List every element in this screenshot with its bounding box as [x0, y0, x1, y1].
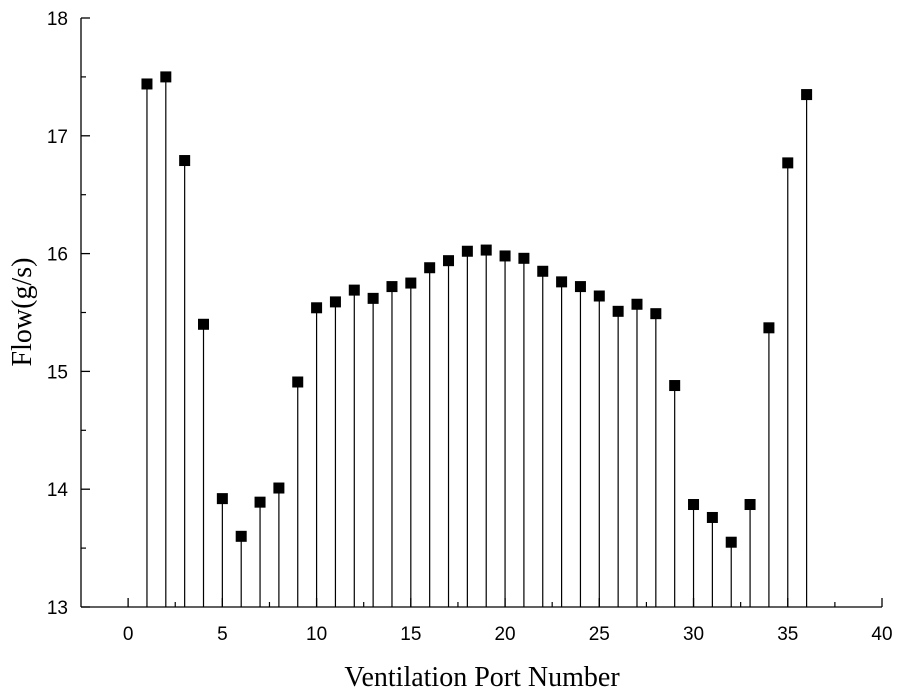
data-point: [198, 318, 210, 330]
x-tick-label: 0: [123, 624, 134, 645]
data-point: [612, 305, 624, 317]
data-point: [348, 284, 360, 296]
data-point: [631, 298, 643, 310]
y-tick-label: 14: [47, 480, 69, 501]
data-point: [367, 292, 379, 304]
data-point: [386, 281, 398, 293]
data-point: [706, 511, 718, 523]
x-tick-label: 10: [306, 624, 327, 645]
data-point: [216, 493, 228, 505]
x-tick-label: 15: [400, 624, 421, 645]
data-point: [518, 252, 530, 264]
data-point: [424, 262, 436, 274]
data-point: [292, 376, 304, 388]
x-tick-label: 25: [589, 624, 610, 645]
y-tick-label: 16: [47, 245, 68, 266]
y-tick-label: 17: [47, 127, 68, 148]
data-point: [556, 276, 568, 288]
data-point: [574, 281, 586, 293]
data-point: [537, 265, 549, 277]
data-point: [650, 308, 662, 320]
data-point: [273, 482, 285, 494]
data-point: [499, 250, 511, 262]
data-point: [480, 244, 492, 256]
x-tick-label: 20: [494, 624, 515, 645]
y-tick-labels: 13 14 15 16 17 18: [47, 9, 69, 619]
data-point: [461, 245, 473, 257]
data-point: [443, 255, 455, 267]
data-point: [179, 155, 191, 167]
data-point: [141, 78, 153, 90]
data-point: [763, 322, 775, 334]
x-tick-label: 30: [683, 624, 704, 645]
axes: [80, 17, 883, 608]
data-point: [782, 157, 794, 169]
stems: [146, 76, 808, 607]
markers: [141, 71, 813, 548]
data-point: [593, 290, 605, 302]
data-point: [688, 499, 700, 511]
x-tick-label: 5: [217, 624, 228, 645]
x-axis-title: Ventilation Port Number: [344, 662, 620, 693]
data-point: [744, 499, 756, 511]
y-tick-label: 13: [47, 598, 68, 619]
y-axis-title: Flow(g/s): [7, 258, 38, 367]
y-tick-label: 15: [47, 362, 68, 383]
data-point: [801, 89, 813, 101]
data-point: [254, 496, 266, 508]
data-point: [405, 277, 417, 289]
x-tick-label: 35: [777, 624, 798, 645]
data-point: [329, 296, 341, 308]
y-tick-label: 18: [47, 9, 68, 30]
x-tick-labels: 0 5 10 15 20 25 30 35 40: [123, 624, 893, 645]
x-tick-label: 40: [871, 624, 892, 645]
data-point: [669, 380, 681, 392]
data-point: [311, 302, 323, 314]
data-point: [235, 530, 247, 542]
data-point: [725, 536, 737, 548]
data-point: [160, 71, 172, 83]
